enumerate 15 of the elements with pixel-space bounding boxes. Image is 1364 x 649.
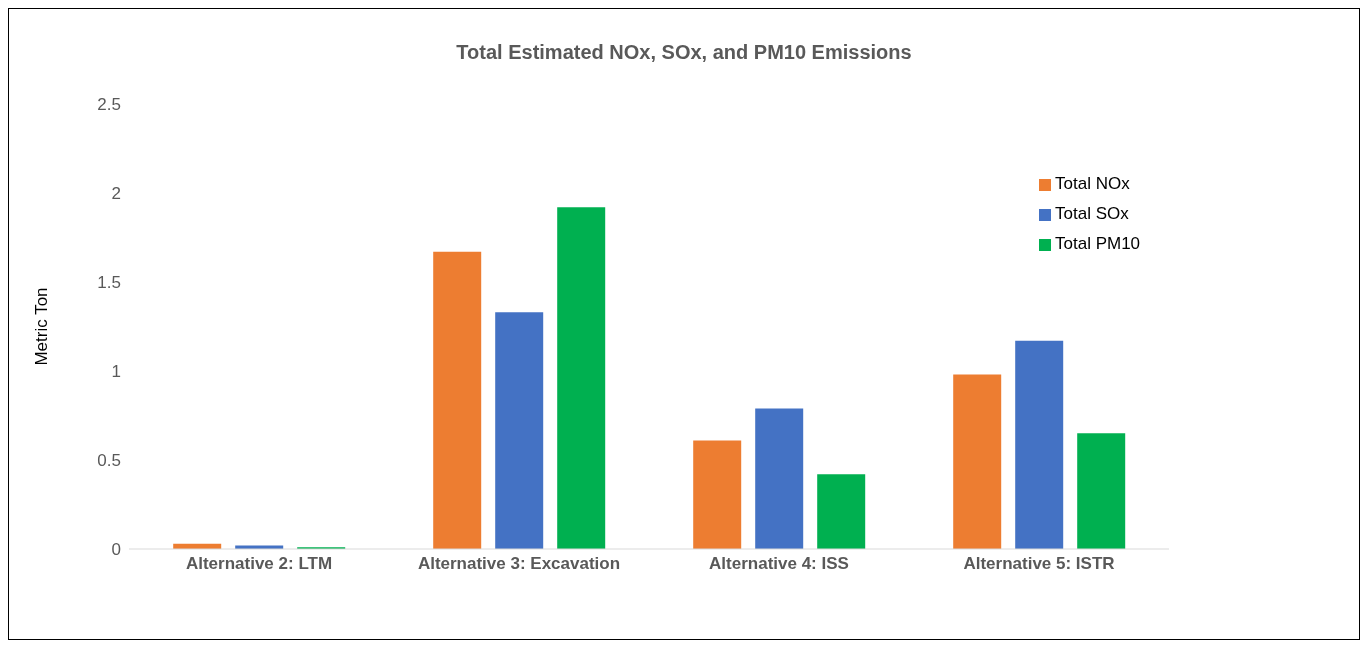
x-tick-label: Alternative 2: LTM <box>185 554 333 574</box>
legend-label: Total NOx <box>1055 174 1130 193</box>
legend-label: Total PM10 <box>1055 234 1141 253</box>
y-tick-label: 2 <box>111 184 121 204</box>
x-tick-label: Alternative 4: ISS <box>709 554 849 574</box>
y-tick-label: 2.5 <box>97 95 121 115</box>
y-tick-label: 1.5 <box>97 273 121 293</box>
y-tick-label: 1 <box>111 362 121 382</box>
y-tick-label: 0 <box>111 540 121 560</box>
y-axis-title: Metric Ton <box>32 287 52 366</box>
legend-label: Total SOx <box>1055 204 1129 223</box>
x-tick-label: Alternative 5: ISTR <box>963 554 1115 574</box>
chart-title: Total Estimated NOx, SOx, and PM10 Emissions <box>455 41 913 64</box>
y-tick-label: 0.5 <box>97 451 121 471</box>
x-tick-label: Alternative 3: Excavation <box>417 554 621 574</box>
